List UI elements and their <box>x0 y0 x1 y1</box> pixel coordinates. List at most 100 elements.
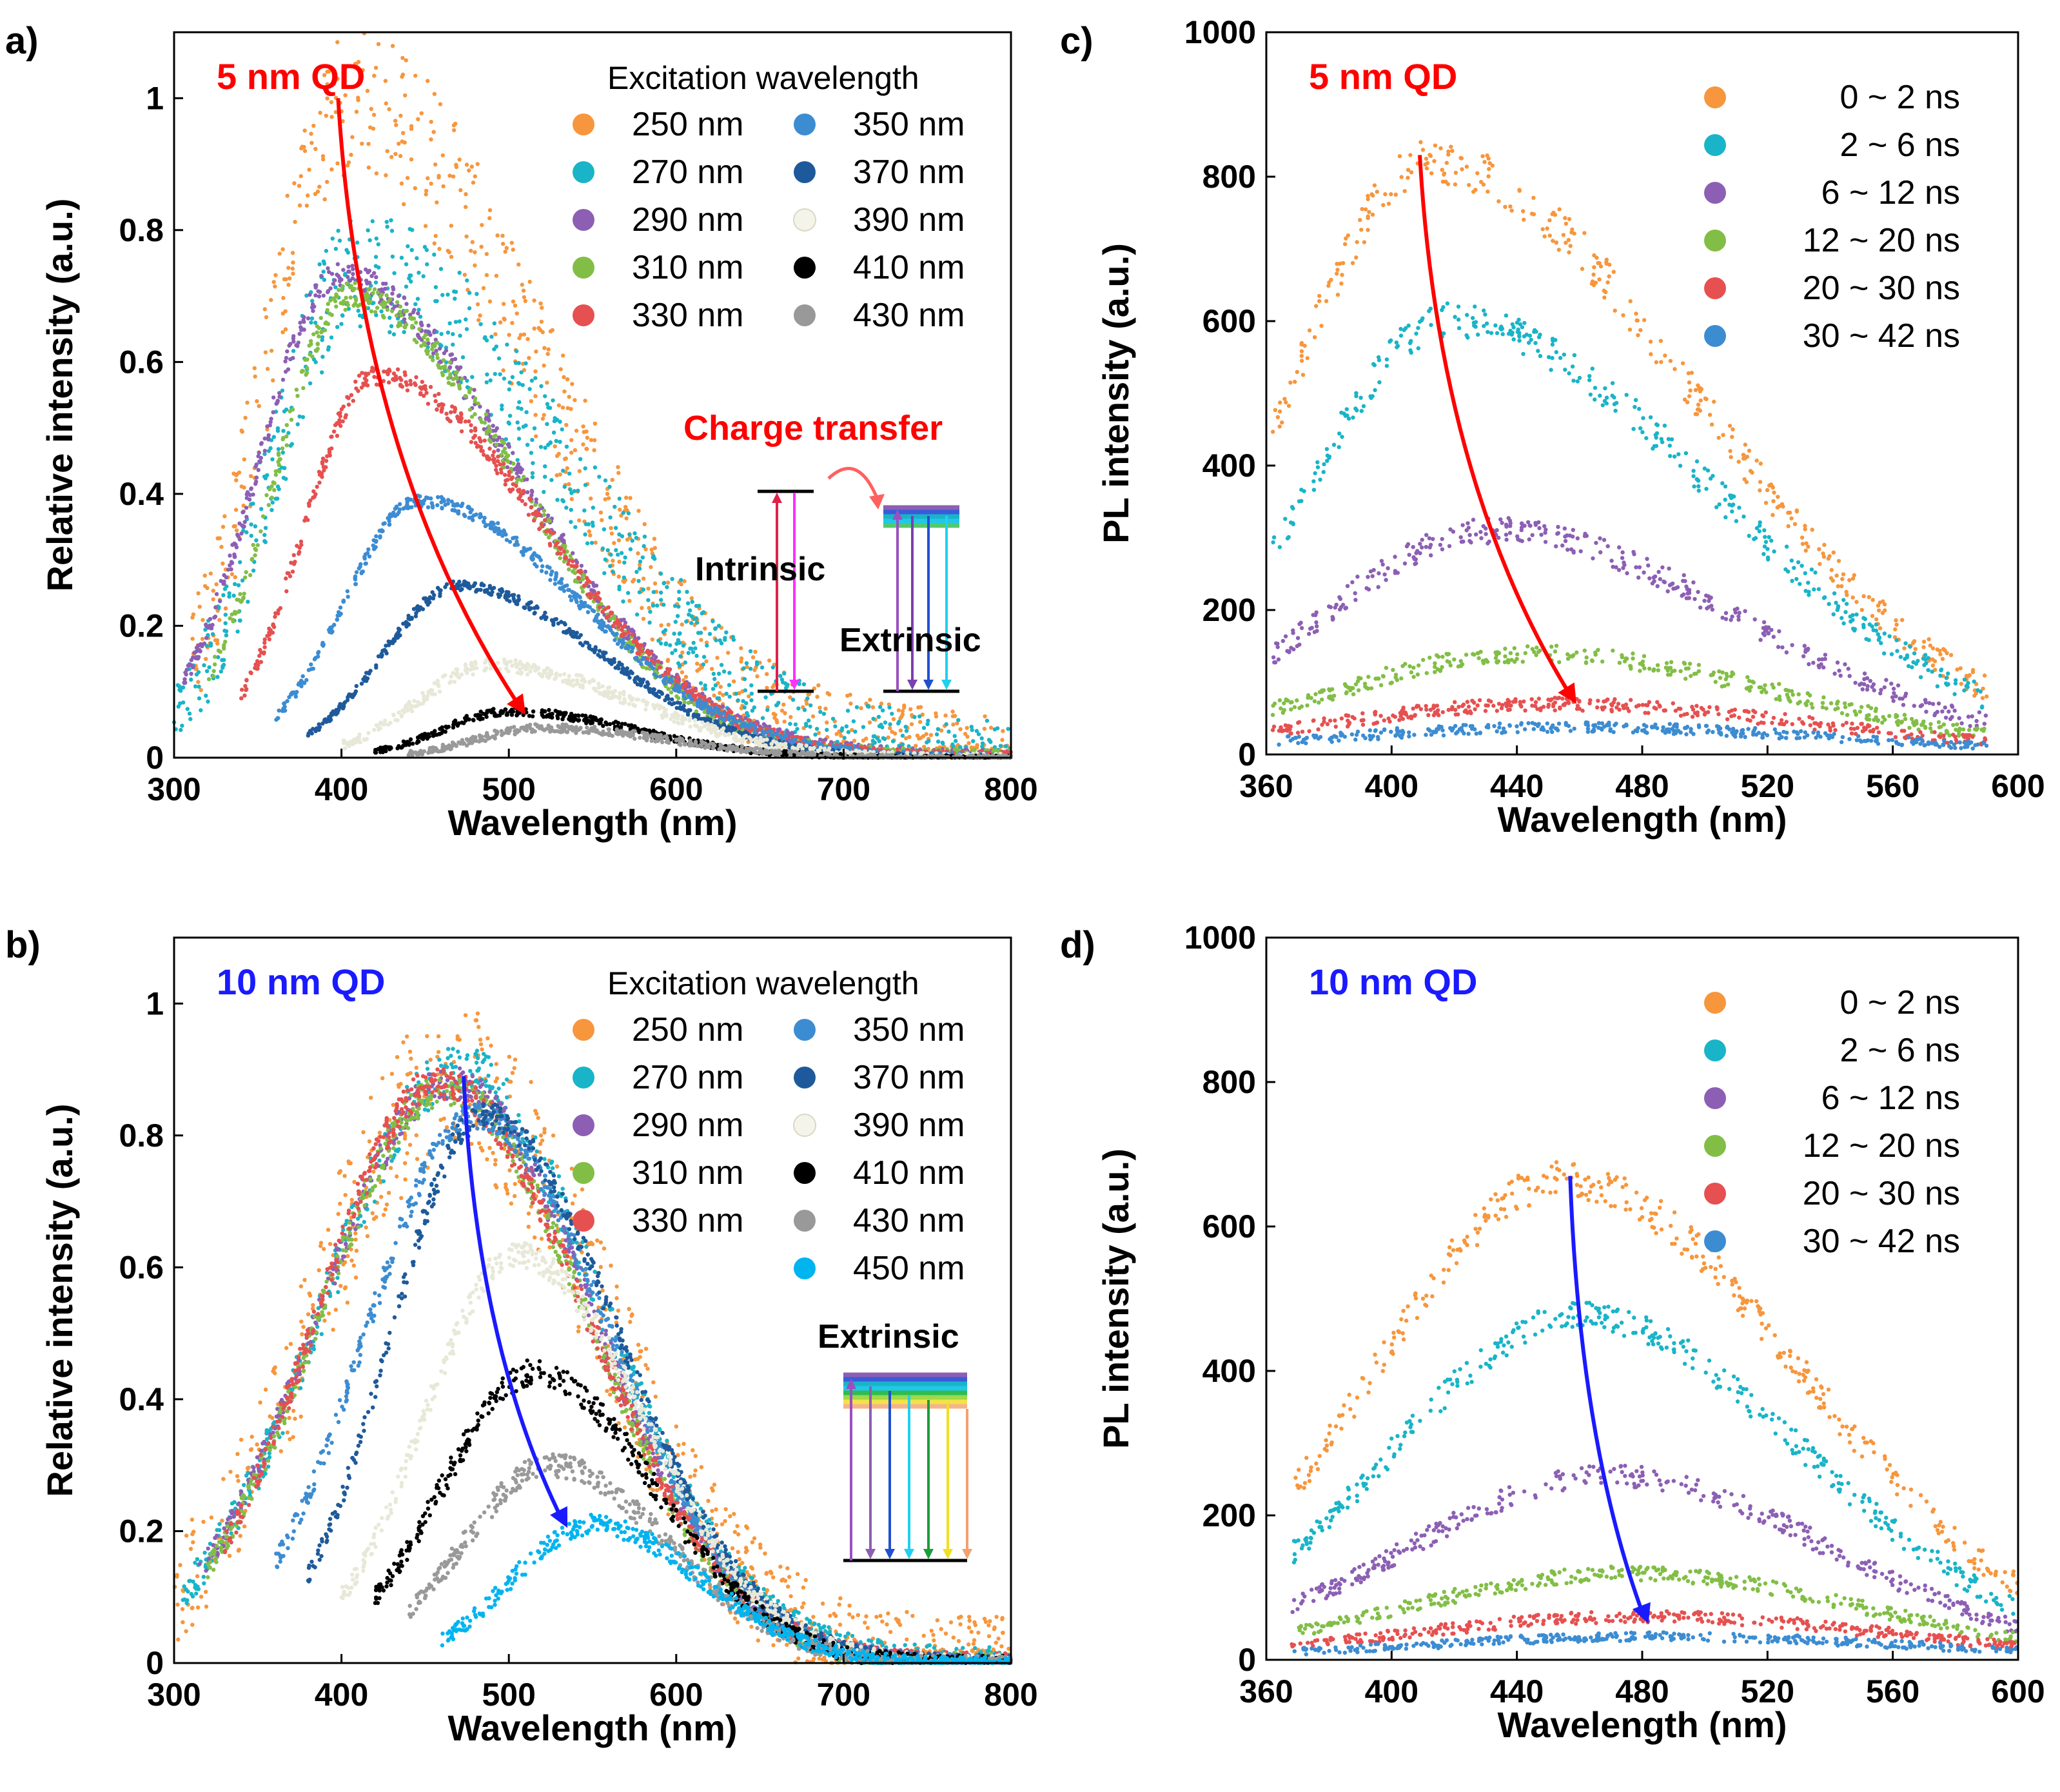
data-point <box>605 491 610 497</box>
data-point <box>580 589 585 594</box>
data-point <box>892 731 898 736</box>
data-point <box>1000 738 1005 742</box>
data-point <box>569 520 573 524</box>
data-point <box>701 662 706 667</box>
data-point <box>507 387 511 392</box>
data-point <box>309 320 313 325</box>
data-point <box>417 308 421 312</box>
data-point <box>384 651 389 656</box>
data-point <box>583 466 587 471</box>
data-point <box>609 526 613 531</box>
data-point <box>266 449 271 453</box>
data-point <box>729 710 734 714</box>
data-point <box>409 157 414 162</box>
data-point <box>321 293 326 298</box>
data-point <box>665 580 671 585</box>
data-point <box>262 637 267 642</box>
data-point <box>715 655 720 660</box>
data-point <box>704 659 709 664</box>
data-point <box>812 741 818 746</box>
data-point <box>742 676 747 682</box>
data-point <box>638 559 643 564</box>
data-point <box>695 701 700 706</box>
data-point <box>360 569 364 575</box>
data-point <box>527 279 532 284</box>
data-point <box>567 587 571 593</box>
data-point <box>724 691 729 696</box>
data-point <box>238 592 242 596</box>
data-point <box>613 638 617 642</box>
data-point <box>804 724 809 728</box>
data-point <box>383 301 387 306</box>
data-point <box>309 132 313 136</box>
data-point <box>372 271 377 275</box>
data-point <box>402 330 406 335</box>
data-point <box>646 586 651 591</box>
data-point <box>815 694 819 699</box>
data-point <box>366 371 371 376</box>
data-point <box>465 379 469 383</box>
data-point <box>716 707 721 711</box>
data-point <box>498 320 503 325</box>
data-point <box>394 123 398 128</box>
data-point <box>761 722 767 727</box>
data-point <box>340 313 345 318</box>
data-point <box>439 495 444 499</box>
data-point <box>509 477 514 481</box>
data-point <box>255 399 259 404</box>
data-point <box>300 369 306 373</box>
data-point <box>583 569 587 574</box>
data-point <box>683 674 689 679</box>
data-point <box>547 566 552 570</box>
data-point <box>614 548 618 553</box>
data-point <box>437 391 441 397</box>
data-point <box>739 706 744 711</box>
data-point <box>510 487 515 492</box>
data-point <box>270 507 274 513</box>
data-point <box>611 569 616 575</box>
data-point <box>211 588 215 593</box>
data-point <box>694 653 699 658</box>
data-point <box>295 422 300 427</box>
data-point <box>353 574 358 579</box>
data-point <box>876 714 881 719</box>
data-point <box>373 540 378 544</box>
data-point <box>475 587 479 593</box>
data-point <box>602 629 607 634</box>
data-point <box>271 410 275 415</box>
data-point <box>197 684 201 689</box>
data-point <box>684 619 689 624</box>
data-point <box>204 636 209 640</box>
data-point <box>471 513 476 518</box>
data-point <box>458 333 462 338</box>
data-point <box>295 393 300 399</box>
data-point <box>515 535 519 540</box>
data-point <box>662 580 667 586</box>
data-point <box>767 729 771 733</box>
data-point <box>880 708 885 713</box>
data-point <box>336 228 340 233</box>
data-point <box>374 171 379 176</box>
data-point <box>711 671 716 676</box>
data-point <box>644 661 649 665</box>
data-point <box>661 630 666 635</box>
data-point <box>433 162 438 167</box>
data-point <box>602 571 607 576</box>
data-point <box>200 636 205 641</box>
data-point <box>262 307 267 311</box>
data-point <box>478 587 483 592</box>
data-point <box>451 174 456 179</box>
data-point <box>415 256 419 261</box>
data-point <box>289 692 294 697</box>
data-point <box>750 708 755 713</box>
data-point <box>324 320 328 325</box>
data-point <box>219 578 223 584</box>
data-point <box>453 370 458 375</box>
data-point <box>585 610 591 615</box>
data-point <box>179 727 183 733</box>
data-point <box>1006 727 1010 731</box>
data-point <box>469 440 474 444</box>
data-point <box>324 248 329 253</box>
data-point <box>244 492 249 497</box>
data-point <box>417 270 421 275</box>
